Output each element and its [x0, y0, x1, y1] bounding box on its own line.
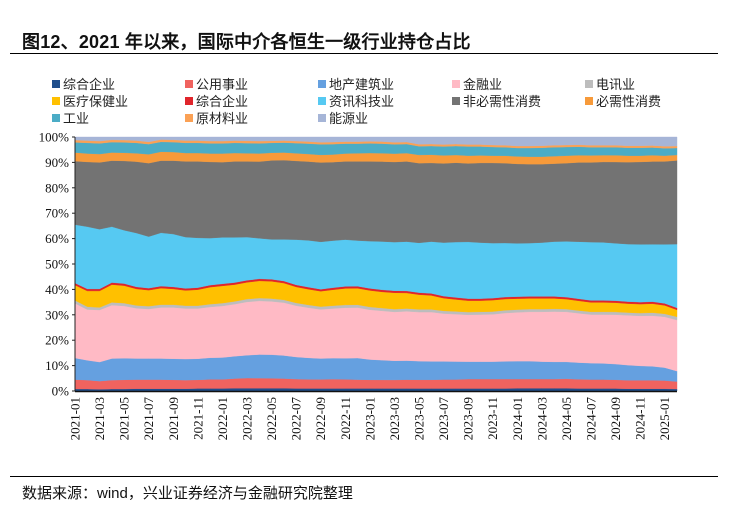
x-tick-label: 2021-05 — [117, 397, 132, 440]
legend-item: 公用事业 — [185, 74, 248, 93]
x-tick-label: 2022-03 — [240, 397, 255, 440]
legend-swatch — [452, 79, 460, 88]
legend-swatch — [452, 96, 460, 105]
legend-item: 必需性消费 — [585, 91, 661, 110]
legend-item: 资讯科技业 — [318, 91, 394, 110]
x-tick-label: 2023-07 — [436, 397, 451, 441]
legend-swatch — [52, 113, 60, 122]
x-tick-label: 2022-11 — [338, 397, 353, 440]
y-tick-label: 70% — [45, 206, 69, 221]
legend-label: 原材料业 — [196, 112, 249, 127]
legend-swatch — [585, 96, 593, 105]
legend-label: 综合企业 — [63, 78, 116, 93]
title-rule — [10, 53, 718, 54]
legend-swatch — [185, 79, 193, 88]
x-tick-label: 2024-01 — [510, 397, 525, 440]
y-tick-label: 90% — [45, 155, 69, 170]
legend-item: 工业 — [52, 108, 89, 127]
data-source-note: 数据来源：wind，兴业证券经济与金融研究院整理 — [22, 485, 353, 502]
legend-item: 地产建筑业 — [318, 74, 394, 93]
legend-label: 医疗保健业 — [63, 95, 129, 110]
x-tick-label: 2021-07 — [141, 397, 156, 441]
legend-swatch — [318, 113, 326, 122]
y-tick-label: 100% — [39, 130, 70, 145]
legend-label: 电讯业 — [596, 78, 636, 93]
legend-swatch — [52, 79, 60, 88]
x-tick-label: 2023-09 — [461, 397, 476, 440]
y-tick-label: 50% — [45, 257, 69, 272]
legend-swatch — [185, 96, 193, 105]
legend-item: 医疗保健业 — [52, 91, 128, 110]
y-tick-label: 80% — [45, 180, 69, 195]
x-tick-label: 2023-01 — [362, 397, 377, 440]
legend-item: 非必需性消费 — [452, 91, 541, 110]
x-tick-label: 2023-05 — [412, 397, 427, 440]
x-tick-label: 2021-09 — [166, 397, 181, 440]
legend-label: 能源业 — [329, 112, 369, 127]
legend-item: 综合企业 — [185, 91, 248, 110]
legend-swatch — [52, 96, 60, 105]
legend-label: 工业 — [63, 112, 90, 127]
legend-label: 必需性消费 — [596, 95, 662, 110]
source-rule — [10, 476, 718, 477]
legend-label: 公用事业 — [196, 78, 249, 93]
x-tick-label: 2024-05 — [559, 397, 574, 440]
legend-label: 地产建筑业 — [329, 78, 395, 93]
legend-label: 综合企业 — [196, 95, 249, 110]
legend-label: 资讯科技业 — [329, 95, 395, 110]
x-tick-label: 2023-11 — [485, 397, 500, 440]
x-tick-label: 2022-01 — [215, 397, 230, 440]
axes: 0% 10% 20% 30% 40% 50% 60% 70% 80% 90% 100% 2021-01… — [39, 130, 677, 441]
legend-item: 原材料业 — [185, 108, 248, 127]
legend-swatch — [185, 113, 193, 122]
x-tick-label: 2022-05 — [264, 397, 279, 440]
y-tick-label: 60% — [45, 231, 69, 246]
x-tick-label: 2025-01 — [657, 397, 672, 440]
y-tick-label: 40% — [45, 282, 69, 297]
x-tick-label: 2021-03 — [92, 397, 107, 440]
y-tick-label: 0% — [52, 384, 70, 399]
x-tick-label: 2023-03 — [387, 397, 402, 440]
x-tick-label: 2021-11 — [190, 397, 205, 440]
legend-item: 综合企业 — [52, 74, 115, 93]
stacked-area-chart: 0% 10% 20% 30% 40% 50% 60% 70% 80% 90% 100% 2021-01… — [39, 130, 678, 441]
x-tick-label: 2022-07 — [289, 397, 304, 441]
legend-item: 电讯业 — [585, 74, 635, 93]
x-tick-label: 2024-07 — [584, 397, 599, 441]
area-series-8 — [74, 159, 678, 245]
x-tick-label: 2024-09 — [608, 397, 623, 440]
legend-swatch — [318, 96, 326, 105]
y-tick-label: 30% — [45, 307, 69, 322]
x-tick-label: 2021-01 — [68, 397, 83, 440]
legend-item: 金融业 — [452, 74, 502, 93]
x-tick-label: 2024-03 — [534, 397, 549, 440]
x-tick-label: 2024-11 — [633, 397, 648, 440]
figure-title: 图12、2021 年以来，国际中介各恒生一级行业持仓占比 — [22, 32, 471, 52]
y-tick-label: 10% — [45, 358, 69, 373]
legend-swatch — [318, 79, 326, 88]
area-series-12 — [74, 136, 678, 147]
legend-label: 金融业 — [463, 78, 503, 93]
x-tick-label: 2022-09 — [313, 397, 328, 440]
legend-label: 非必需性消费 — [463, 95, 542, 110]
y-tick-label: 20% — [45, 333, 69, 348]
legend-item: 能源业 — [318, 108, 368, 127]
legend-swatch — [585, 79, 593, 88]
area-layers — [74, 136, 678, 392]
